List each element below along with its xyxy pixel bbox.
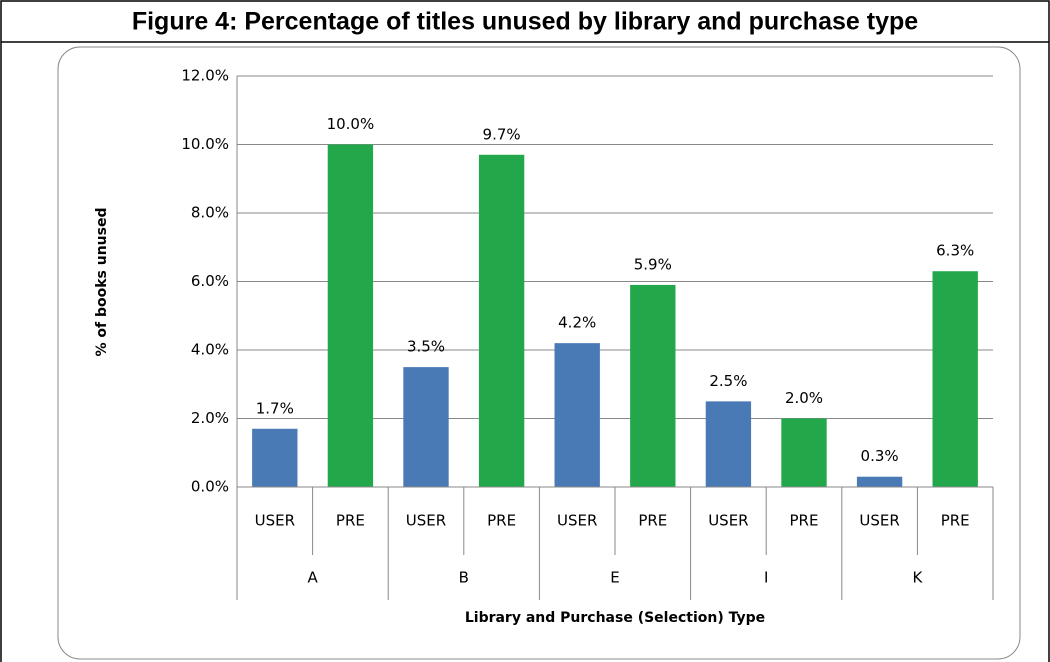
data-label: 5.9% (634, 255, 672, 273)
chart-area (57, 46, 1021, 660)
data-label: 2.5% (709, 372, 747, 390)
data-label: 1.7% (256, 399, 294, 417)
y-tick-label: 6.0% (191, 272, 229, 290)
data-label: 4.2% (558, 314, 596, 332)
bar (403, 367, 449, 487)
bar (252, 428, 298, 487)
y-tick-label: 12.0% (181, 67, 229, 85)
x-tick-label: PRE (941, 512, 970, 530)
y-tick-label: 10.0% (181, 135, 229, 153)
bar (630, 284, 676, 487)
x-axis-title: Library and Purchase (Selection) Type (465, 610, 765, 626)
group-label: K (912, 569, 923, 587)
data-label: 3.5% (407, 338, 445, 356)
x-tick-label: PRE (487, 512, 516, 530)
x-tick-label: PRE (790, 512, 819, 530)
chart-title: Figure 4: Percentage of titles unused by… (132, 8, 918, 36)
y-axis-title: % of books unused (94, 207, 110, 356)
x-tick-label: PRE (638, 512, 667, 530)
x-tick-label: PRE (336, 512, 365, 530)
y-tick-label: 4.0% (191, 341, 229, 359)
x-tick-label: USER (255, 512, 295, 530)
bar (932, 271, 978, 487)
bar (554, 343, 600, 487)
data-label: 0.3% (861, 447, 899, 465)
group-label: A (307, 569, 318, 587)
group-label: B (459, 569, 469, 587)
group-label: I (764, 569, 768, 587)
x-tick-label: USER (859, 512, 899, 530)
x-tick-label: USER (557, 512, 597, 530)
data-label: 2.0% (785, 389, 823, 407)
bar (327, 144, 374, 487)
x-tick-label: USER (708, 512, 748, 530)
y-tick-label: 8.0% (191, 204, 229, 222)
bar (856, 476, 903, 487)
data-label: 10.0% (327, 115, 375, 133)
bar (705, 401, 752, 487)
data-label: 6.3% (936, 242, 974, 260)
data-label: 9.7% (483, 125, 521, 143)
y-tick-label: 2.0% (191, 409, 229, 427)
x-tick-label: USER (406, 512, 446, 530)
bar (478, 154, 525, 487)
bar (781, 418, 827, 487)
group-label: E (610, 569, 619, 587)
y-tick-label: 0.0% (191, 478, 229, 496)
